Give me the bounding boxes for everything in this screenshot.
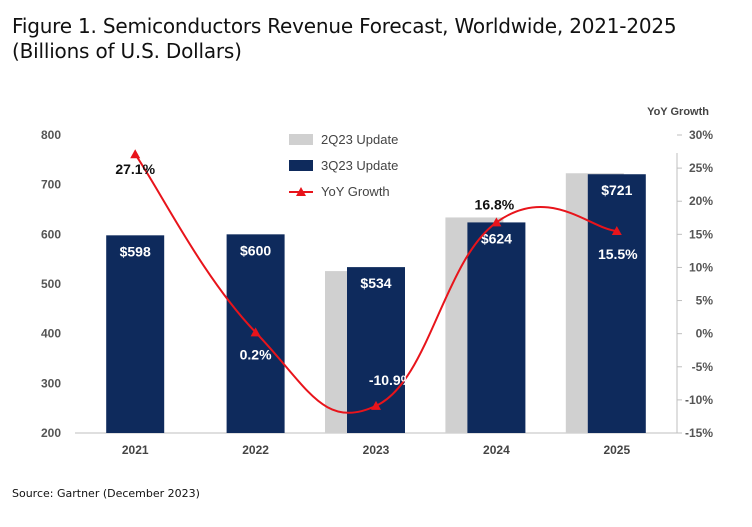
bar-3q23-data-label: $600 — [240, 242, 271, 258]
yoy-growth-marker — [611, 226, 622, 236]
yoy-growth-data-label: 27.1% — [115, 161, 155, 177]
right-axis-tick-label: 10% — [689, 260, 713, 274]
right-axis-title: YoY Growth — [647, 106, 709, 118]
legend-label-yoy-growth: YoY Growth — [321, 184, 390, 199]
left-axis-tick-label: 400 — [41, 327, 61, 341]
bar-3q23-update — [587, 174, 646, 433]
yoy-growth-marker — [250, 327, 261, 337]
right-axis-tick-label: 5% — [696, 294, 714, 308]
legend-label-2q23-update: 2Q23 Update — [321, 132, 398, 147]
x-axis-category-label: 2023 — [363, 443, 390, 457]
left-axis-tick-label: 300 — [41, 376, 61, 390]
yoy-growth-data-label: -10.9% — [369, 372, 414, 388]
bar-3q23-data-label: $534 — [360, 275, 391, 291]
x-axis-category-label: 2025 — [603, 443, 630, 457]
revenue-chart: 200 300 400 500 600 700 800 -15% -10% -5% 0% 5% 10% 1… — [41, 106, 714, 457]
yoy-growth-marker — [371, 400, 381, 410]
yoy-growth-data-label: 0.2% — [240, 346, 272, 362]
left-axis-tick-label: 500 — [41, 277, 61, 291]
yoy-growth-marker — [130, 149, 141, 159]
figure-title-line-2: (Billions of U.S. Dollars) — [12, 39, 242, 63]
yoy-growth-marker — [491, 217, 502, 227]
legend-swatch-2q23-update — [289, 134, 313, 145]
bar-3q23-update — [467, 222, 526, 433]
bar-3q23-data-label: $598 — [120, 243, 151, 259]
right-axis-tick-label: -10% — [685, 393, 713, 407]
right-axis-tick-label: 25% — [689, 161, 713, 175]
figure-title: Figure 1. Semiconductors Revenue Forecas… — [12, 14, 732, 64]
left-axis-tick-label: 200 — [41, 426, 61, 440]
right-axis-tick-label: 0% — [696, 327, 714, 341]
left-axis-tick-label: 800 — [41, 128, 61, 142]
right-axis-tick-label: 20% — [689, 194, 713, 208]
x-axis-category-label: 2024 — [483, 443, 510, 457]
legend-swatch-3q23-update — [289, 160, 313, 171]
bar-3q23-update — [106, 235, 165, 433]
right-axis-tick-label: 15% — [689, 227, 713, 241]
left-axis-tick-label: 600 — [41, 227, 61, 241]
yoy-growth-data-label: 16.8% — [475, 196, 515, 212]
x-axis-category-label: 2021 — [122, 443, 149, 457]
x-axis-category-label: 2022 — [242, 443, 269, 457]
figure-title-line-1: Figure 1. Semiconductors Revenue Forecas… — [12, 14, 677, 38]
left-axis-tick-label: 700 — [41, 178, 61, 192]
bar-3q23-data-label: $624 — [481, 230, 512, 246]
right-axis-tick-label: -5% — [692, 360, 714, 374]
yoy-growth-data-label: 15.5% — [598, 246, 638, 262]
right-axis-tick-label: -15% — [685, 426, 713, 440]
legend-swatch-yoy-growth-marker — [296, 187, 306, 196]
source-note: Source: Gartner (December 2023) — [12, 487, 200, 500]
bar-3q23-data-label: $721 — [601, 182, 632, 198]
legend-label-3q23-update: 3Q23 Update — [321, 158, 398, 173]
right-axis-tick-label: 30% — [689, 128, 713, 142]
